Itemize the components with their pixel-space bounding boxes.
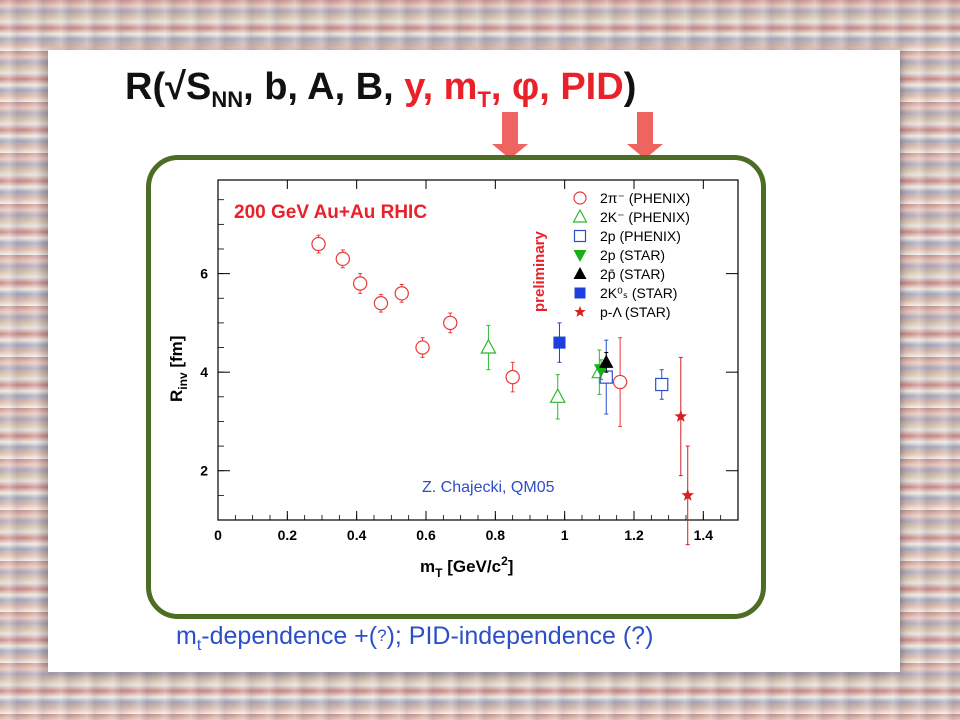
caption-mid: -dependence +( xyxy=(201,622,378,650)
data-point xyxy=(549,387,566,403)
x-tick-label: 0 xyxy=(214,527,222,543)
preliminary-stamp: preliminary xyxy=(531,230,548,312)
axis-ticks: 0 0.2 0.4 0.6 0.8 1 1.2 1.4 2 4 6 xyxy=(200,180,738,543)
data-marks xyxy=(311,234,694,546)
y-tick-label: 6 xyxy=(200,266,208,282)
data-point xyxy=(480,338,497,354)
x-tick-label: 0.2 xyxy=(278,527,298,543)
caption-sub-t: t xyxy=(196,637,202,654)
y-tick-label: 4 xyxy=(200,364,208,380)
x-tick-label: 1 xyxy=(561,527,569,543)
y-axis-label: Rinv [fm] xyxy=(167,336,190,402)
data-point xyxy=(352,276,368,291)
x-tick-label: 0.6 xyxy=(416,527,436,543)
legend-marker xyxy=(573,191,587,205)
data-point xyxy=(335,251,350,267)
legend-marker xyxy=(574,306,586,317)
data-point xyxy=(681,488,694,501)
legend-label: 2p̄ (STAR) xyxy=(600,266,665,282)
down-arrow-icon xyxy=(492,112,528,159)
x-axis-label: mT [GeV/c2] xyxy=(420,554,513,580)
data-point xyxy=(311,236,326,252)
title-red-1: y, m xyxy=(404,66,478,108)
data-point xyxy=(443,315,458,331)
y-tick-label: 2 xyxy=(200,463,208,479)
title-plain: , b, A, B, xyxy=(243,66,405,108)
data-point xyxy=(599,354,614,368)
legend-marker xyxy=(574,287,586,299)
title-suffix: ) xyxy=(623,66,637,108)
legend-label: 2π⁻ (PHENIX) xyxy=(600,190,690,206)
chart-background xyxy=(158,170,754,585)
legend-marker xyxy=(573,250,587,262)
data-point xyxy=(415,340,430,355)
caption-m: m xyxy=(176,622,197,650)
data-point xyxy=(655,377,669,392)
legend-marker xyxy=(573,229,587,243)
title-red-2: , φ, PID xyxy=(490,66,624,108)
x-tick-label: 1.4 xyxy=(694,527,714,543)
data-point xyxy=(373,295,389,311)
x-tick-label: 0.8 xyxy=(486,527,506,543)
title-sub-nn: NN xyxy=(211,87,244,112)
x-tick-label: 0.4 xyxy=(347,527,367,543)
data-point xyxy=(674,409,688,422)
caption-question-small: ? xyxy=(377,626,387,645)
slide-caption: mt-dependence +(?); PID-independence (?) xyxy=(176,622,653,655)
title-prefix: R(√S xyxy=(125,66,212,108)
slide-title: R(√SNN, b, A, B, y, mT, φ, PID) xyxy=(125,66,636,113)
data-point xyxy=(612,374,628,390)
down-arrow-icon xyxy=(627,112,663,159)
legend-marker xyxy=(572,208,588,223)
data-point xyxy=(553,336,566,349)
legend-label: 2K⁰ₛ (STAR) xyxy=(600,285,677,301)
credit-label: Z. Chajecki, QM05 xyxy=(422,479,555,496)
legend: 2π⁻ (PHENIX) 2K⁻ (PHENIX) 2p (PHENIX) 2p (S… xyxy=(572,190,690,320)
rinv-chart: 0 0.2 0.4 0.6 0.8 1 1.2 1.4 2 4 6 2π⁻ (PHENIX) 2K⁻ … xyxy=(158,170,754,585)
legend-label: 2K⁻ (PHENIX) xyxy=(600,209,690,225)
legend-label: 2p (STAR) xyxy=(600,247,665,263)
legend-label: p-Λ (STAR) xyxy=(600,304,671,320)
data-point xyxy=(505,369,520,385)
x-tick-label: 1.2 xyxy=(624,527,644,543)
legend-label: 2p (PHENIX) xyxy=(600,228,681,244)
legend-marker xyxy=(573,267,587,279)
caption-end: ); PID-independence (?) xyxy=(386,622,654,650)
title-red-sub: T xyxy=(477,87,491,112)
data-point xyxy=(394,286,409,301)
chart-title: 200 GeV Au+Au RHIC xyxy=(234,202,427,223)
